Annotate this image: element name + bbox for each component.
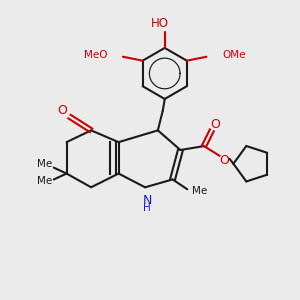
Text: OMe: OMe — [222, 50, 246, 60]
Text: O: O — [210, 118, 220, 131]
Text: Me: Me — [192, 186, 208, 196]
Text: N: N — [142, 194, 152, 207]
Text: MeO: MeO — [84, 50, 107, 60]
Text: H: H — [143, 203, 151, 213]
Text: Me: Me — [38, 159, 52, 169]
Text: Me: Me — [38, 176, 52, 186]
Text: O: O — [58, 104, 68, 117]
Text: HO: HO — [151, 17, 169, 30]
Text: O: O — [220, 154, 230, 167]
